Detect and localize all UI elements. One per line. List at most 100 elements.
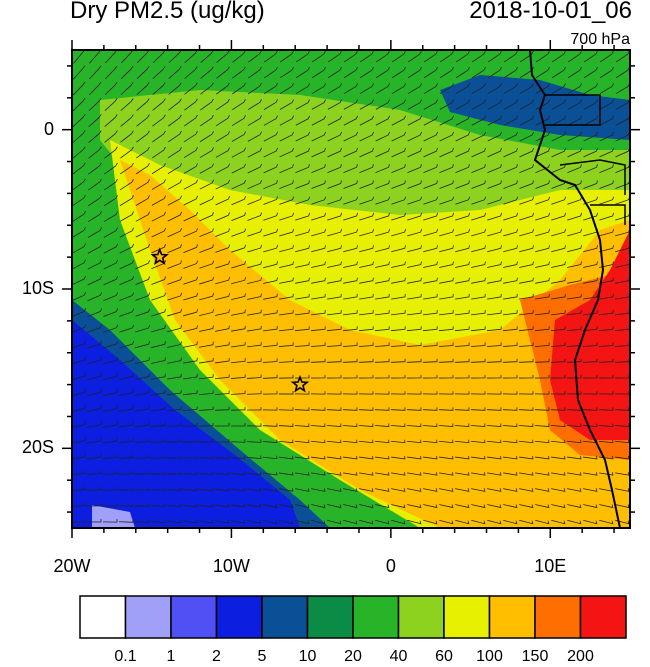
wind-barb [535,83,550,94]
wind-barb [262,390,278,395]
wind-barb [423,277,438,284]
wind-barb [406,342,422,347]
wind-barb [487,212,502,221]
wind-barb [199,179,214,190]
wind-barb [551,147,566,158]
wind-barb [72,453,86,460]
wind-barb [246,423,262,427]
wind-barb [263,196,278,205]
wind-barb [551,455,566,460]
wind-barb [375,180,390,189]
wind-barb [232,82,246,95]
wind-barb [295,131,310,142]
wind-barb [518,439,534,444]
wind-barb [87,437,102,444]
wind-barb [231,196,246,206]
wind-barb [502,358,518,363]
wind-barb [88,97,102,112]
wind-barb [471,212,486,221]
wind-barb [471,83,486,94]
wind-barb [439,212,454,221]
wind-barb [455,277,470,284]
wind-barb [216,66,230,79]
wind-barb [551,228,566,237]
wind-barb [182,406,198,411]
wind-barb [375,212,390,221]
wind-barb [391,261,406,268]
wind-barb [359,131,374,142]
wind-barb [407,212,422,221]
wind-barb [487,277,502,284]
wind-barb [231,277,246,285]
wind-barb [407,245,422,253]
wind-barb [327,455,342,460]
wind-barb [551,115,566,126]
wind-barb [407,147,422,158]
wind-barb [374,342,390,347]
wind-barb [327,245,342,253]
wind-barb [183,309,198,317]
wind-barb [502,407,518,411]
wind-barb [455,519,470,525]
wind-barb [423,245,438,253]
wind-barb [518,358,534,363]
wind-barb [119,421,134,428]
wind-barb [135,227,150,238]
wind-barb [422,391,438,395]
x-tick-label: 0 [385,556,396,576]
wind-barb [103,340,118,349]
wind-barb [615,488,630,492]
wind-barb [439,83,454,94]
wind-barb [439,310,454,316]
wind-barb [231,147,246,158]
pm25-field [72,50,630,528]
wind-barb [262,439,278,443]
wind-barb [310,342,326,347]
wind-barb [599,115,614,126]
wind-barb [567,99,582,110]
wind-barb [471,131,486,142]
wind-barb [279,99,294,110]
wind-barb [615,67,630,79]
wind-barb [278,407,294,411]
wind-barb [407,472,422,476]
wind-barb [535,310,550,316]
wind-barb [73,65,86,80]
x-tick-label: 20W [53,556,91,576]
wind-barb [391,147,406,158]
wind-barb [104,114,118,127]
wind-barb [471,99,486,110]
wind-barb [343,131,358,142]
wind-barb [503,99,518,110]
wind-barb [599,228,614,237]
wind-barb [230,390,246,395]
wind-barb [422,407,438,411]
wind-barb [343,488,358,492]
wind-barb [598,342,614,347]
wind-barb [294,407,310,411]
wind-barb [87,373,102,381]
wind-barb [88,81,102,96]
wind-barb [215,115,230,127]
wind-barb [614,439,630,444]
wind-barb [566,391,582,395]
wind-barb [455,228,470,237]
wind-barb [183,373,198,380]
wind-barb [326,423,342,427]
wind-barb [342,358,358,363]
wind-barb [583,455,598,460]
wind-barb [359,228,374,237]
wind-barb [551,212,566,221]
wind-barb [327,67,342,79]
wind-barb [359,115,374,126]
wind-barb [422,374,438,379]
wind-barb [183,228,198,238]
wind-barb [551,131,566,142]
wind-barb [295,115,310,126]
wind-barb [295,504,310,509]
wind-barb [566,358,582,363]
wind-barb [519,180,534,189]
wind-barb [438,342,454,347]
wind-barb [103,292,118,302]
wind-barb [231,179,246,190]
